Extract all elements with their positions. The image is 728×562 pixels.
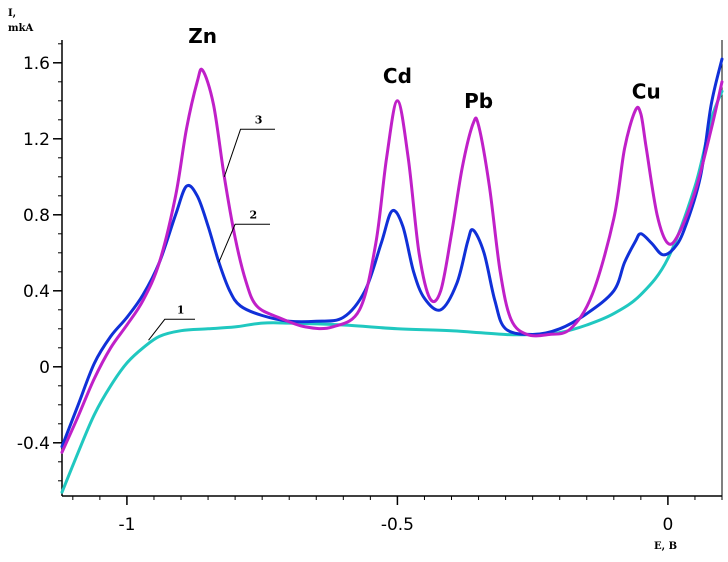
series-leader-1 [148, 318, 195, 341]
y-tick-label: 1.6 [23, 54, 50, 74]
y-axis-label: I, [8, 8, 16, 19]
y-tick-label: 1.2 [23, 130, 50, 150]
annotations: 1 2 3 Zn Cd Pb Cu [148, 24, 661, 341]
x-tick-label: -0.5 [381, 515, 414, 535]
peak-label-cu: Cu [632, 79, 661, 103]
y-tick-label: 0.4 [23, 282, 50, 302]
peak-label-zn: Zn [188, 24, 217, 48]
series-line-2 [60, 57, 724, 449]
y-tick-label: 0.8 [23, 206, 50, 226]
x-tick-label: 0 [662, 515, 673, 535]
series-label-1: 1 [177, 303, 185, 316]
axis-titles: I, mkA E, B [8, 8, 677, 552]
series-label-2: 2 [250, 208, 258, 221]
series-label-3: 3 [255, 113, 263, 126]
peak-label-cd: Cd [383, 64, 412, 88]
series-leader-2 [218, 223, 270, 263]
x-axis-label: E, B [654, 541, 677, 552]
x-tick-label: -1 [118, 515, 135, 535]
plot-series [60, 57, 724, 494]
peak-label-pb: Pb [464, 89, 493, 113]
axes: -0.4 0 0.4 0.8 1.2 1.6 -1 -0.5 0 [17, 40, 723, 535]
series-line-3 [60, 67, 724, 454]
y-axis-unit: mkA [8, 23, 34, 34]
series-leader-3 [223, 128, 275, 177]
y-tick-label: 0 [39, 358, 50, 378]
y-tick-label: -0.4 [17, 434, 50, 454]
